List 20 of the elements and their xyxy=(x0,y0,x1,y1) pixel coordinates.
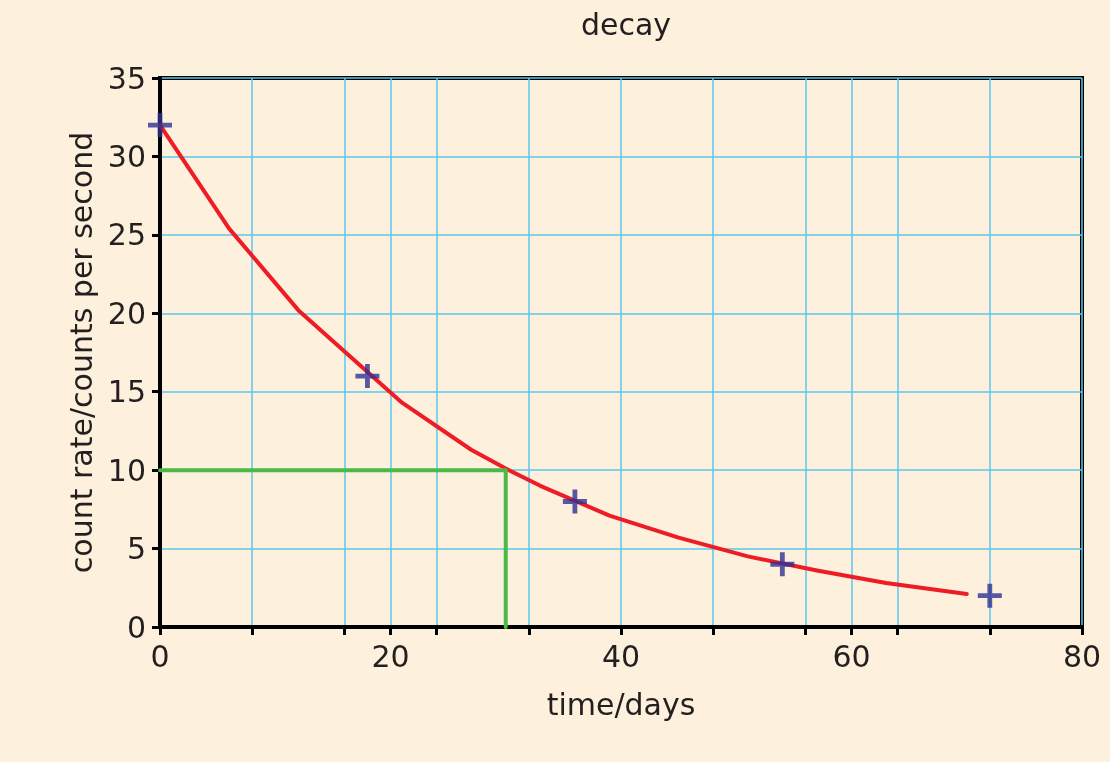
x-tick-label: 20 xyxy=(371,638,410,674)
y-tick-label: 25 xyxy=(107,217,146,253)
x-tick-label: 60 xyxy=(832,638,871,674)
point xyxy=(355,364,380,389)
y-axis-title: count rate/counts per second xyxy=(64,131,100,574)
y-tick-label: 5 xyxy=(126,531,146,567)
point xyxy=(977,583,1002,608)
y-tick-label: 0 xyxy=(126,609,146,645)
y-tick-label: 10 xyxy=(107,452,146,488)
x-tick-label: 40 xyxy=(601,638,641,674)
y-tick-label: 35 xyxy=(107,60,146,96)
y-tick-label: 30 xyxy=(107,138,146,174)
point xyxy=(770,552,795,577)
x-axis-title: time/days xyxy=(546,686,696,722)
y-tick-label: 20 xyxy=(107,295,146,331)
y-tick-label: 15 xyxy=(107,374,146,410)
x-tick-label: 0 xyxy=(150,638,170,674)
point xyxy=(562,489,587,514)
chart-title: decay xyxy=(580,6,672,42)
x-tick-label: 80 xyxy=(1062,638,1102,674)
